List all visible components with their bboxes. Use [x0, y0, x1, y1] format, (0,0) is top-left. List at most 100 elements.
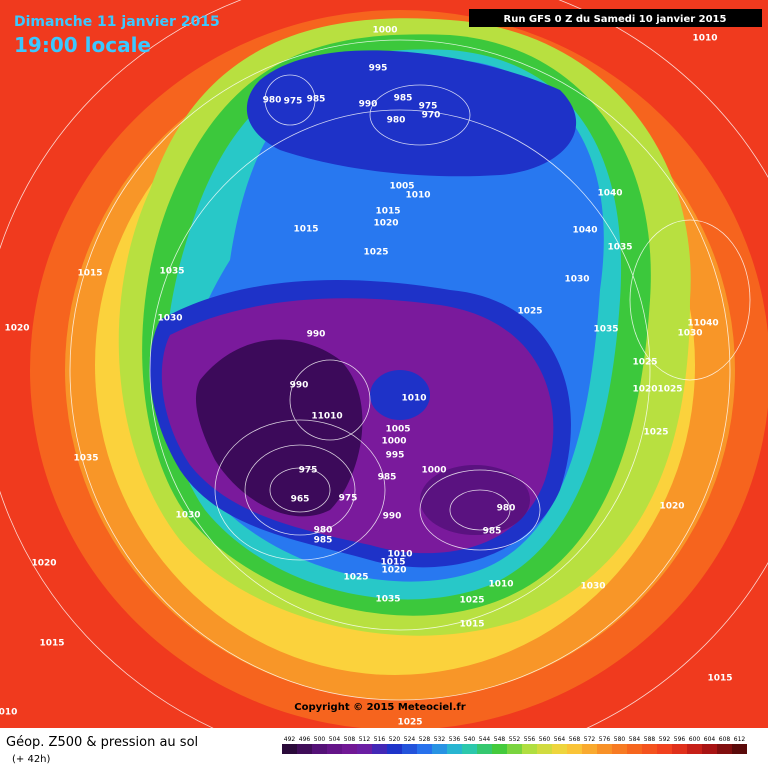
isobar-label: 1035	[73, 454, 98, 464]
scale-swatch	[597, 744, 612, 754]
scale-swatch	[447, 744, 462, 754]
isobar-label: 975	[299, 466, 318, 476]
scale-swatch	[342, 744, 357, 754]
scale-swatch	[582, 744, 597, 754]
isobar-label: 980	[387, 116, 406, 126]
footer-title: Géop. Z500 & pression au sol	[6, 735, 198, 750]
isobar-label: 975	[284, 97, 303, 107]
scale-label: 516	[374, 736, 386, 743]
isobar-label: 1035	[593, 325, 618, 335]
scale-label: 556	[524, 736, 536, 743]
scale-swatch	[312, 744, 327, 754]
isobar-label: 1015	[293, 225, 318, 235]
scale-swatch	[627, 744, 642, 754]
isobar-label: 1015	[39, 639, 64, 649]
geopotential-field	[0, 0, 768, 728]
isobar-label: 1040	[597, 189, 622, 199]
run-info: Run GFS 0 Z du Samedi 10 janvier 2015	[504, 14, 727, 25]
isobar-label: 1000	[381, 437, 406, 447]
scale-swatch	[462, 744, 477, 754]
scale-swatch	[387, 744, 402, 754]
isobar-label: 1040	[572, 226, 597, 236]
isobar-label: 1020	[659, 502, 684, 512]
scale-label: 500	[314, 736, 326, 743]
scale-label: 560	[539, 736, 551, 743]
scale-label: 564	[554, 736, 566, 743]
scale-label: 492	[284, 736, 296, 743]
isobar-label: 1015	[380, 558, 405, 568]
scale-label: 508	[344, 736, 356, 743]
isobar-label: 1010	[387, 550, 412, 560]
run-banner	[469, 9, 762, 27]
scale-label: 596	[674, 736, 686, 743]
isobar-label: 1020	[31, 559, 56, 569]
isobar-label: 985	[307, 95, 326, 105]
isobar-label: 1025	[343, 573, 368, 583]
isobar-label: 010	[0, 708, 17, 718]
scale-label: 572	[584, 736, 596, 743]
isobar-label: 1025	[643, 428, 668, 438]
scale-label: 584	[629, 736, 641, 743]
isobar-label: 1010	[401, 394, 426, 404]
isobar-label: 1005	[385, 425, 410, 435]
isobar-label: 985	[314, 536, 333, 546]
scale-label: 548	[494, 736, 506, 743]
scale-label: 496	[299, 736, 311, 743]
isobar-label: 1000	[372, 26, 397, 36]
scale-swatch	[402, 744, 417, 754]
copyright: Copyright © 2015 Meteociel.fr	[294, 702, 465, 713]
scale-swatch	[642, 744, 657, 754]
isobar-label: 1020	[4, 324, 29, 334]
isobar-label: 1030	[564, 275, 589, 285]
scale-swatch	[327, 744, 342, 754]
scale-label: 592	[659, 736, 671, 743]
scale-swatch	[282, 744, 297, 754]
scale-swatch	[537, 744, 552, 754]
color-scale: 492 496 500 504 508 512 516 520 524 528 532 536 540 5…	[282, 736, 747, 754]
isobar-label: 1030	[677, 329, 702, 339]
scale-label: 568	[569, 736, 581, 743]
isobar-label: 980	[314, 526, 333, 536]
isobar-label: 1000	[421, 466, 446, 476]
scale-label: 520	[389, 736, 401, 743]
scale-swatch	[717, 744, 732, 754]
isobar-label: 1020	[373, 219, 398, 229]
scale-label: 576	[599, 736, 611, 743]
scale-swatch	[612, 744, 627, 754]
isobar-label: 1015	[375, 207, 400, 217]
scale-label: 552	[509, 736, 521, 743]
isobar-label: 1035	[375, 595, 400, 605]
footer-lead: (+ 42h)	[12, 754, 51, 765]
scale-label: 544	[479, 736, 491, 743]
scale-swatch	[417, 744, 432, 754]
scale-swatch	[702, 744, 717, 754]
isobar-label: 980	[263, 96, 282, 106]
scale-label: 608	[719, 736, 731, 743]
isobar-label: 990	[383, 512, 402, 522]
isobar-label: 11040	[687, 319, 718, 329]
isobar-label: 1035	[607, 243, 632, 253]
isobar-label: 965	[291, 495, 310, 505]
isobar-label: 1035	[159, 267, 184, 277]
scale-label: 588	[644, 736, 656, 743]
isobar-label: 1015	[459, 620, 484, 630]
isobar-label: 1030	[580, 582, 605, 592]
scale-swatch	[432, 744, 447, 754]
isobar-label: 11010	[311, 412, 342, 422]
scale-swatch	[687, 744, 702, 754]
isobar-label: 1015	[77, 269, 102, 279]
isobar-label: 1030	[175, 511, 200, 521]
scale-swatch	[552, 744, 567, 754]
isobar-label: 1025	[657, 385, 682, 395]
isobar-label: 995	[369, 64, 388, 74]
isobar-label: 990	[307, 330, 326, 340]
scale-swatch	[297, 744, 312, 754]
isobar-label: 980	[497, 504, 516, 514]
isobar-label: 1010	[488, 580, 513, 590]
isobar-label: 1025	[459, 596, 484, 606]
scale-swatch	[732, 744, 747, 754]
scale-label: 512	[359, 736, 371, 743]
isobar-label: 970	[422, 111, 441, 121]
